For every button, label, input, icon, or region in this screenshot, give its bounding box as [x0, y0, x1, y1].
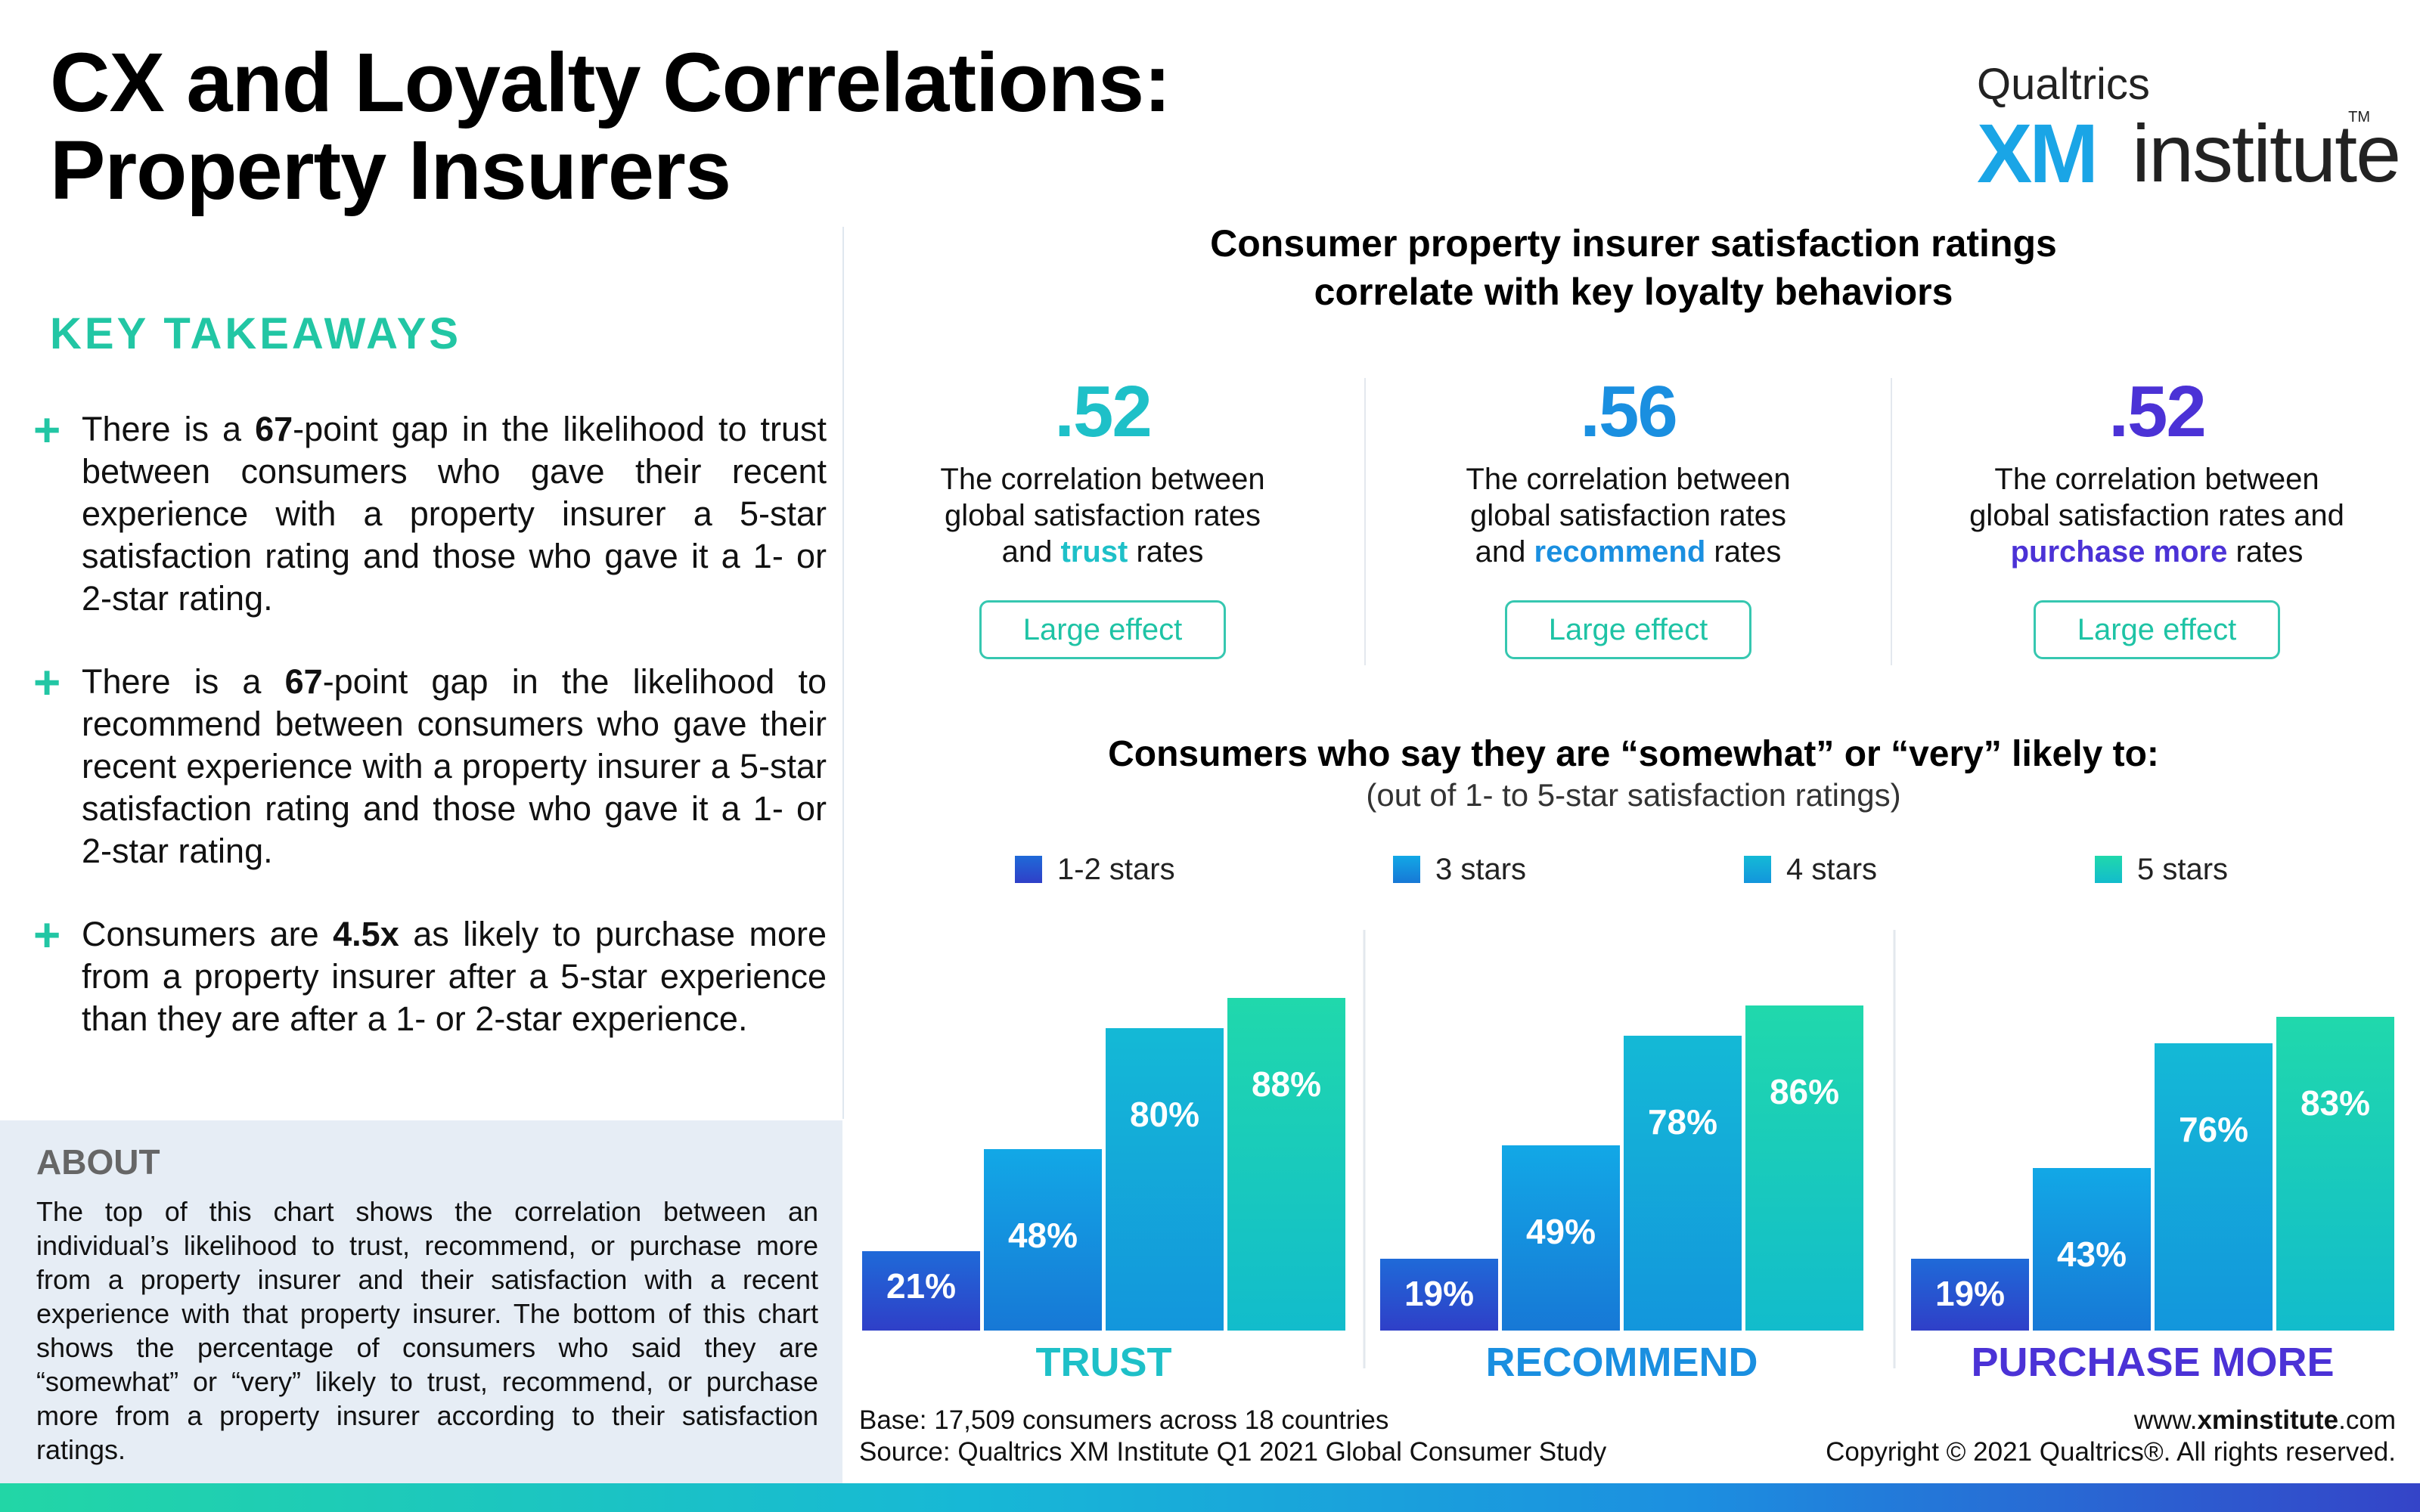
logo-institute-text: institute: [2132, 107, 2401, 199]
correlation-panel-recommend: .56 The correlation between global satis…: [1371, 370, 1885, 659]
correlation-heading: Consumer property insurer satisfaction r…: [877, 219, 2390, 316]
panel-separator: [1891, 378, 1892, 665]
bar-value-label: 83%: [2301, 1083, 2370, 1123]
legend-label: 1-2 stars: [1057, 853, 1175, 886]
correlation-heading-line-2: correlate with key loyalty behaviors: [1314, 271, 1953, 313]
bottom-gradient-bar: [0, 1483, 2420, 1512]
about-heading: ABOUT: [36, 1142, 160, 1182]
bar-trust-series-4: [1227, 998, 1345, 1331]
panel-separator: [1364, 378, 1366, 665]
legend-swatch: [1015, 856, 1042, 883]
bar-trust-series-3: [1106, 1028, 1224, 1331]
bar-value-label: 76%: [2179, 1110, 2248, 1149]
correlation-heading-line-1: Consumer property insurer satisfaction r…: [1210, 222, 2057, 265]
legend-swatch: [2095, 856, 2122, 883]
bar-trust-series-1: [862, 1251, 980, 1331]
bar-purchase-more-series-4: [2276, 1017, 2394, 1331]
about-text: The top of this chart shows the correlat…: [36, 1196, 818, 1465]
correlation-panel-purchase-more: .52 The correlation between global satis…: [1900, 370, 2414, 659]
base-note: Base: 17,509 consumers across 18 countri…: [859, 1405, 1389, 1435]
bar-value-label: 43%: [2057, 1235, 2127, 1274]
takeaway-text: Consumers are 4.5x as likely to purchase…: [82, 915, 827, 1038]
effect-badge: Large effect: [979, 600, 1226, 659]
key-takeaways-heading: KEY TAKEAWAYS: [50, 309, 462, 358]
correlation-value: .52: [2108, 371, 2206, 452]
bar-value-label: 88%: [1252, 1064, 1321, 1104]
bar-value-label: 19%: [1935, 1274, 2005, 1313]
bar-purchase-more-series-2: [2033, 1168, 2151, 1331]
logo-trademark: TM: [2348, 109, 2370, 125]
likelihood-bar-chart: 21% 48% 80% 88% TRUST 19% 49% 78% 86% RECOMMEND 19…: [862, 930, 2394, 1385]
logo-qualtrics-text: Qualtrics: [1977, 60, 2150, 109]
title-line-1: CX and Loyalty Correlations:: [50, 36, 1171, 129]
page-title: CX and Loyalty Correlations: Property In…: [50, 39, 1260, 215]
about-panel: [0, 1120, 842, 1483]
legend-label: 3 stars: [1435, 853, 1527, 886]
bar-recommend-series-4: [1745, 1005, 1863, 1331]
title-line-2: Property Insurers: [50, 124, 731, 217]
bar-value-label: 21%: [886, 1266, 956, 1306]
copyright-text: Copyright © 2021 Qualtrics®. All rights …: [1826, 1437, 2396, 1467]
correlation-panel-trust: .52 The correlation between global satis…: [845, 370, 1360, 659]
column-divider: [842, 227, 844, 1119]
bar-purchase-more-series-3: [2155, 1043, 2273, 1331]
plus-icon: +: [33, 657, 61, 709]
bar-value-label: 49%: [1526, 1212, 1596, 1251]
correlation-description: The correlation between global satisfact…: [1969, 463, 2344, 569]
effect-badge: Large effect: [1505, 600, 1751, 659]
bar-chart-title: Consumers who say they are “somewhat” or…: [1108, 734, 2159, 774]
correlation-value: .56: [1580, 371, 1677, 452]
takeaway-text: There is a 67-point gap in the likelihoo…: [82, 410, 827, 618]
bar-value-label: 80%: [1130, 1095, 1199, 1134]
logo-xm-text: XM: [1977, 107, 2099, 200]
bar-purchase-more-series-1: [1911, 1259, 2029, 1331]
bar-chart-subtitle: (out of 1- to 5-star satisfaction rating…: [1366, 777, 1901, 813]
plus-icon: +: [33, 909, 61, 962]
category-label-recommend: RECOMMEND: [1486, 1340, 1758, 1385]
effect-badge: Large effect: [2034, 600, 2280, 659]
bar-recommend-series-2: [1502, 1145, 1620, 1331]
plus-icon: +: [33, 404, 61, 457]
takeaway-text: There is a 67-point gap in the likelihoo…: [82, 662, 827, 870]
source-note: Source: Qualtrics XM Institute Q1 2021 G…: [859, 1437, 1607, 1467]
bar-trust-series-2: [984, 1149, 1102, 1331]
correlation-description: The correlation between global satisfact…: [940, 463, 1265, 569]
bar-recommend-series-1: [1380, 1259, 1498, 1331]
legend-label: 5 stars: [2137, 853, 2229, 886]
category-label-purchase-more: PURCHASE MORE: [1971, 1340, 2334, 1385]
website-link[interactable]: www.xminstitute.com: [2133, 1405, 2396, 1435]
correlation-description: The correlation between global satisfact…: [1466, 463, 1791, 569]
bar-value-label: 19%: [1404, 1274, 1474, 1313]
legend-swatch: [1393, 856, 1420, 883]
bar-value-label: 48%: [1008, 1216, 1078, 1255]
bar-recommend-series-3: [1624, 1036, 1742, 1331]
bar-value-label: 86%: [1770, 1072, 1839, 1111]
correlation-value: .52: [1054, 371, 1152, 452]
bar-value-label: 78%: [1648, 1102, 1717, 1142]
category-label-trust: TRUST: [1036, 1340, 1172, 1385]
legend-label: 4 stars: [1786, 853, 1878, 886]
xm-institute-logo: Qualtrics XM institute TM: [1947, 59, 2401, 200]
legend-swatch: [1744, 856, 1771, 883]
